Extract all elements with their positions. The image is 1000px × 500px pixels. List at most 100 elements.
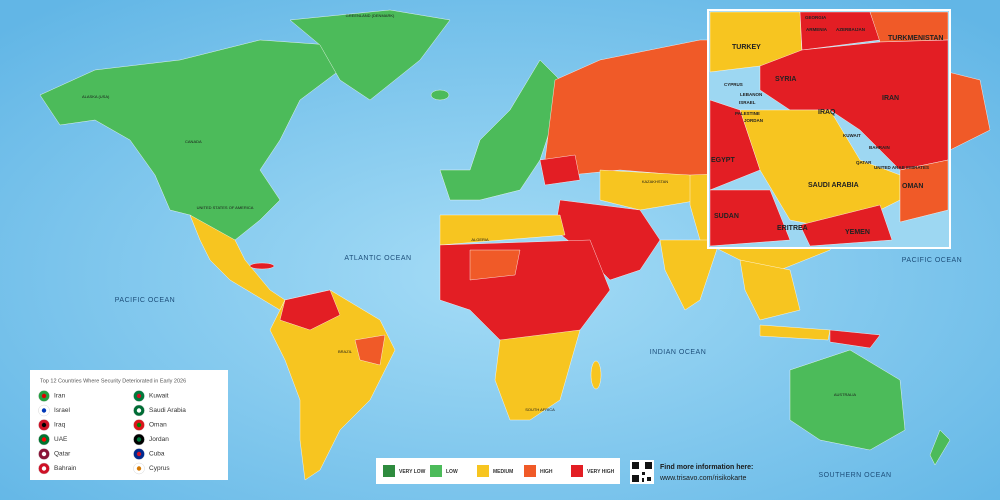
inset-label: SYRIA: [775, 76, 796, 83]
legend-swatch: [524, 465, 536, 477]
legend-swatch: [477, 465, 489, 477]
iceland: [430, 89, 450, 101]
inset-egypt: [709, 99, 761, 191]
country-name: Qatar: [54, 451, 71, 458]
country-name: Israel: [54, 407, 70, 414]
country-name: Kuwait: [149, 393, 169, 400]
southeast-asia: [739, 259, 801, 321]
kazakhstan: [599, 169, 701, 211]
top-list-panel: Top 12 Countries Where Security Deterior…: [30, 370, 228, 480]
inset-label: KUWAIT: [843, 133, 861, 138]
ocean-label: ATLANTIC OCEAN: [344, 255, 411, 262]
papua-new-guinea: [829, 329, 881, 349]
country-label: KAZAKHSTAN: [642, 179, 668, 184]
info-heading: Find more information here:: [660, 464, 753, 471]
inset-label: TURKMENISTAN: [888, 35, 943, 42]
country-label: ALGERIA: [471, 237, 489, 242]
inset-oman: [899, 159, 949, 223]
australia: [789, 349, 906, 451]
flag-emblem: [41, 422, 47, 428]
panel-title: Top 12 Countries Where Security Deterior…: [40, 378, 186, 384]
inset-label: ARMENIA: [806, 27, 828, 32]
south-america-east: [354, 334, 386, 366]
ocean-label: SOUTHERN OCEAN: [818, 472, 891, 479]
flag-emblem: [136, 408, 142, 413]
inset-label: YEMEN: [845, 229, 870, 236]
country-name: Jordan: [149, 436, 169, 443]
country-label: UNITED STATES OF AMERICA: [197, 205, 254, 210]
cuba: [249, 262, 275, 270]
southern-africa: [494, 329, 581, 421]
info-url: www.trisavo.com/risikokarte: [659, 475, 746, 482]
flag-emblem: [41, 408, 47, 413]
flag-emblem: [41, 451, 47, 457]
ocean-labels: PACIFIC OCEAN ATLANTIC OCEAN PACIFIC OCE…: [115, 255, 962, 479]
flag-emblem: [41, 393, 47, 399]
legend-label: VERY LOW: [399, 469, 426, 475]
legend-label: VERY HIGH: [587, 469, 615, 475]
legend-label: LOW: [446, 469, 458, 475]
country-label: SOUTH AFRICA: [525, 407, 555, 412]
inset-label: QATAR: [856, 160, 872, 165]
inset-label: LEBANON: [740, 92, 762, 97]
madagascar: [590, 360, 602, 390]
indonesia: [759, 324, 831, 341]
south-america: [269, 289, 396, 481]
sahel: [469, 249, 521, 281]
ocean-label: PACIFIC OCEAN: [902, 257, 962, 264]
inset-label: BAHRAIN: [869, 145, 890, 150]
inset-map: TURKEY GEORGIA ARMENIA AZERBAIJAN TURKME…: [707, 9, 951, 249]
north-america: [39, 39, 341, 241]
inset-label: CYPRUS: [724, 82, 743, 87]
north-africa: [439, 214, 566, 246]
new-zealand: [929, 429, 951, 466]
risk-legend: VERY LOW LOW MEDIUM HIGH VERY HIGH: [376, 458, 620, 484]
country-label: ALASKA (USA): [82, 94, 110, 99]
inset-label: AZERBAIJAN: [836, 27, 865, 32]
inset-yemen: [799, 204, 893, 247]
inset-label: EGYPT: [711, 157, 735, 164]
flag-emblem: [136, 437, 142, 442]
country-name: Cyprus: [149, 465, 170, 472]
country-name: Iran: [54, 393, 66, 400]
info-block: Find more information here: www.trisavo.…: [630, 460, 753, 484]
country-label: AUSTRALIA: [834, 392, 857, 397]
country-name: Saudi Arabia: [149, 407, 186, 414]
legend-swatch: [383, 465, 395, 477]
flag-emblem: [136, 393, 142, 399]
legend-label: HIGH: [540, 469, 553, 475]
inset-label: UNITED ARAB EMIRATES: [874, 165, 929, 170]
flag-emblem: [41, 437, 47, 442]
country-name: Oman: [149, 422, 167, 429]
inset-label: GEORGIA: [805, 15, 827, 20]
ocean-label: INDIAN OCEAN: [650, 349, 707, 356]
inset-label: ISRAEL: [739, 100, 756, 105]
country-label: GREENLAND (DENMARK): [346, 13, 395, 18]
inset-label: PALESTINE: [735, 111, 760, 116]
inset-label: JORDAN: [744, 118, 763, 123]
qr-pattern: [632, 462, 652, 482]
country-label: BRAZIL: [338, 349, 353, 354]
south-america-north: [279, 289, 341, 331]
flag-emblem: [136, 451, 142, 457]
inset-label: TURKEY: [732, 44, 761, 51]
flag-emblem: [41, 466, 47, 471]
legend-swatch: [571, 465, 583, 477]
country-label: CANADA: [185, 139, 202, 144]
ukraine: [539, 154, 581, 186]
legend-label: MEDIUM: [493, 469, 513, 475]
inset-label: OMAN: [902, 183, 923, 190]
inset-label: ERITREA: [777, 225, 808, 232]
inset-label: SAUDI ARABIA: [808, 182, 859, 189]
flag-emblem: [136, 422, 142, 428]
inset-label: SUDAN: [714, 213, 739, 220]
flag-emblem: [136, 466, 142, 471]
greenland: [289, 9, 451, 101]
country-name: UAE: [54, 436, 68, 443]
country-name: Iraq: [54, 422, 66, 429]
panel-background: [30, 370, 228, 480]
ocean-label: PACIFIC OCEAN: [115, 297, 175, 304]
inset-sudan: [709, 189, 791, 247]
inset-label: IRAN: [882, 95, 899, 102]
